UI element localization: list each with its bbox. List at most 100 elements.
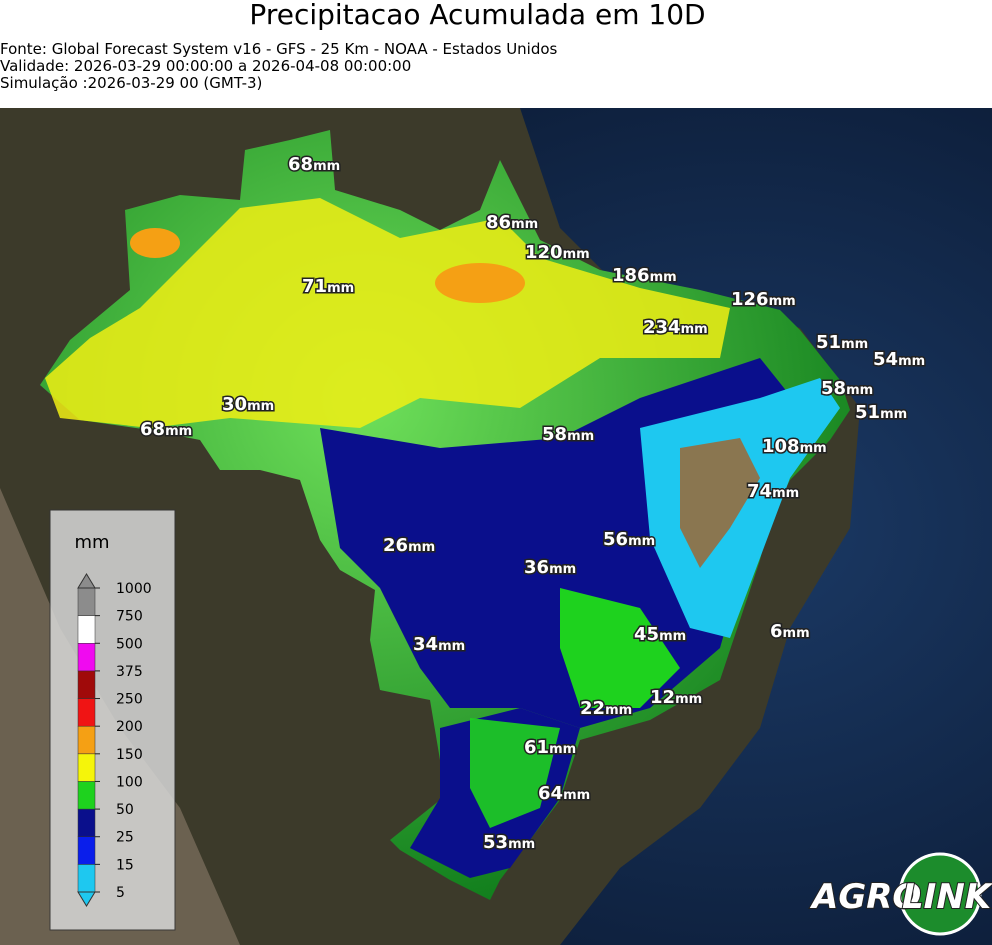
colorbar-tick-label: 500	[116, 636, 143, 652]
colorbar-segment	[77, 836, 96, 865]
rain-unit: mm	[165, 424, 192, 439]
rain-unit: mm	[841, 337, 868, 352]
rain-value: 58	[821, 378, 846, 399]
rain-unit: mm	[327, 281, 354, 296]
rain-label: 186mm	[612, 265, 677, 286]
rain-unit: mm	[880, 407, 907, 422]
rain-value: 186	[612, 265, 650, 286]
rain-value: 86	[486, 212, 511, 233]
rain-unit: mm	[783, 626, 810, 641]
logo-left: AGRO	[809, 877, 921, 917]
rain-unit: mm	[563, 247, 590, 262]
rain-unit: mm	[898, 354, 925, 369]
colorbar-tick-label: 250	[116, 692, 143, 708]
rain-label: 61mm	[524, 737, 576, 758]
rain-value: 6	[770, 621, 783, 642]
rain-label: 58mm	[821, 378, 873, 399]
rain-unit: mm	[408, 540, 435, 555]
colorbar-tick-label: 750	[116, 609, 143, 625]
title: Precipitacao Acumulada em 10D	[249, 0, 706, 31]
colorbar-segment	[77, 615, 96, 644]
rain-value: 12	[650, 687, 675, 708]
rain-value: 45	[634, 624, 659, 645]
colorbar-tick-label: 100	[116, 774, 143, 790]
colorbar-segment	[77, 781, 96, 810]
colorbar-tick-label: 150	[116, 747, 143, 763]
colorbar-tick-label: 5	[116, 885, 125, 901]
rain-unit: mm	[508, 837, 535, 852]
rain-label: 12mm	[650, 687, 702, 708]
rain-value: 126	[731, 289, 769, 310]
rain-unit: mm	[438, 639, 465, 654]
rain-label: 53mm	[483, 832, 535, 853]
green-area	[560, 588, 680, 708]
rain-label: 45mm	[634, 624, 686, 645]
rain-value: 56	[603, 529, 628, 550]
rain-unit: mm	[511, 217, 538, 232]
rain-label: 54mm	[873, 349, 925, 370]
rain-value: 34	[413, 634, 438, 655]
rain-value: 74	[747, 481, 772, 502]
rain-unit: mm	[675, 692, 702, 707]
colorbar-tick-label: 375	[116, 664, 143, 680]
rain-label: 22mm	[580, 698, 632, 719]
colorbar-tick-label: 200	[116, 719, 143, 735]
rain-unit: mm	[772, 486, 799, 501]
rain-unit: mm	[313, 159, 340, 174]
rain-unit: mm	[628, 534, 655, 549]
colorbar-segment	[77, 725, 96, 755]
rain-value: 30	[222, 394, 247, 415]
colorbar-tick-label: 1000	[116, 581, 152, 597]
colorbar-tick-label: 50	[116, 802, 134, 818]
orange-area	[435, 263, 525, 303]
rain-unit: mm	[681, 322, 708, 337]
colorbar-segment	[77, 698, 96, 727]
rain-value: 58	[542, 424, 567, 445]
colorbar-segment	[77, 864, 96, 893]
colorbar-arrow	[77, 573, 96, 589]
rain-value: 234	[643, 317, 681, 338]
rain-label: 6mm	[770, 621, 810, 642]
colorbar-segment	[77, 808, 96, 837]
rain-unit: mm	[769, 294, 796, 309]
rain-label: 56mm	[603, 529, 655, 550]
rain-unit: mm	[800, 441, 827, 456]
rain-label: 34mm	[413, 634, 465, 655]
rain-value: 51	[816, 332, 841, 353]
rain-value: 54	[873, 349, 898, 370]
orange-area	[130, 228, 180, 258]
rain-unit: mm	[549, 742, 576, 757]
rain-value: 68	[288, 154, 313, 175]
rain-unit: mm	[605, 703, 632, 718]
rain-value: 120	[525, 242, 563, 263]
dry-area	[680, 438, 760, 568]
rain-value: 26	[383, 535, 408, 556]
colorbar-tick-label: 25	[116, 830, 134, 846]
colorbar-tick-label: 15	[116, 857, 134, 873]
rain-value: 36	[524, 557, 549, 578]
header: Precipitacao Acumulada em 10D Fonte: Glo…	[0, 0, 992, 108]
simulation-line: Simulação :2026-03-29 00 (GMT-3)	[0, 74, 263, 92]
colorbar-arrow	[77, 891, 96, 907]
rain-label: 108mm	[762, 436, 827, 457]
rain-label: 30mm	[222, 394, 274, 415]
rain-unit: mm	[567, 429, 594, 444]
rain-label: 68mm	[288, 154, 340, 175]
rain-label: 234mm	[643, 317, 708, 338]
rain-unit: mm	[846, 383, 873, 398]
rain-value: 51	[855, 402, 880, 423]
rain-unit: mm	[247, 399, 274, 414]
source-line: Fonte: Global Forecast System v16 - GFS …	[0, 40, 558, 58]
rain-label: 58mm	[542, 424, 594, 445]
rain-value: 71	[302, 276, 327, 297]
map: AGRO LINK mm 68mm86mm120mm186mm126mm71mm…	[0, 108, 992, 945]
legend-box	[49, 509, 176, 931]
rain-label: 51mm	[855, 402, 907, 423]
rain-value: 22	[580, 698, 605, 719]
rain-label: 71mm	[302, 276, 354, 297]
rain-label: 26mm	[383, 535, 435, 556]
rain-value: 108	[762, 436, 800, 457]
rain-value: 61	[524, 737, 549, 758]
rain-unit: mm	[650, 270, 677, 285]
